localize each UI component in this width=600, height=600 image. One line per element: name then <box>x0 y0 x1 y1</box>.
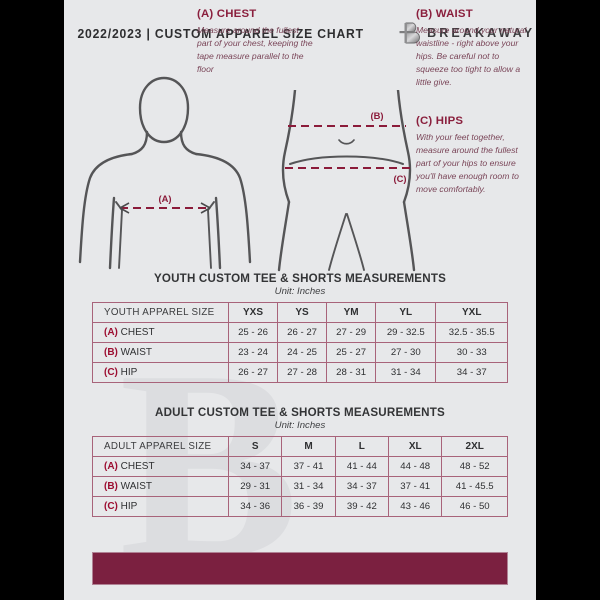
youth-size-ys: YS <box>277 302 328 323</box>
adult-waist-l: 34 - 37 <box>334 476 390 497</box>
waist-line-label: (B) <box>370 110 383 121</box>
youth-measurements-block: YOUTH CUSTOM TEE & SHORTS MEASUREMENTS U… <box>92 272 508 383</box>
youth-size-ym: YM <box>326 302 377 323</box>
table-row: (B) WAIST 23 - 24 24 - 25 25 - 27 27 - 3… <box>92 342 508 363</box>
youth-waist-yl: 27 - 30 <box>375 342 437 363</box>
youth-size-yxl: YXL <box>435 302 508 323</box>
youth-waist-yxl: 30 - 33 <box>435 342 508 363</box>
youth-table-title: YOUTH CUSTOM TEE & SHORTS MEASUREMENTS <box>153 272 447 285</box>
youth-table-unit: Unit: Inches <box>274 286 326 297</box>
callout-chest-title: (A) CHEST <box>197 8 257 20</box>
callout-hips-title: (C) HIPS <box>416 115 464 127</box>
table-row: (C) HIP 34 - 36 36 - 39 39 - 42 43 - 46 … <box>92 496 508 517</box>
callout-chest: (A) CHEST Measure around the fullest par… <box>197 8 315 76</box>
adult-chest-s: 34 - 37 <box>227 456 283 477</box>
page-header: 2022/2023 | CUSTOM APPAREL SIZE CHART BR… <box>64 20 536 46</box>
table-header-row: ADULT APPAREL SIZE S M L XL 2XL <box>92 436 508 457</box>
callout-hips: (C) HIPS With your feet together, measur… <box>416 115 528 195</box>
table-row: (B) WAIST 29 - 31 31 - 34 34 - 37 37 - 4… <box>92 476 508 497</box>
adult-hip-2xl: 46 - 50 <box>441 496 508 517</box>
adult-size-s: S <box>227 436 283 457</box>
youth-chest-yl: 29 - 32.5 <box>375 322 437 343</box>
youth-waist-ys: 24 - 25 <box>277 342 328 363</box>
callout-waist-title: (B) WAIST <box>416 8 473 20</box>
chest-measure-line <box>119 202 211 214</box>
upper-body-outline: (A) <box>78 76 252 270</box>
adult-size-label: ADULT APPAREL SIZE <box>92 436 229 457</box>
adult-chest-xl: 44 - 48 <box>388 456 443 477</box>
youth-chest-yxl: 32.5 - 35.5 <box>435 322 508 343</box>
adult-row-hip-label: (C) HIP <box>92 496 229 517</box>
chest-line-label: (A) <box>158 193 171 204</box>
lower-body-outline: (B) (C) <box>277 90 416 272</box>
adult-size-l: L <box>334 436 390 457</box>
youth-chest-yxs: 25 - 26 <box>227 322 279 343</box>
brand-logo: BREAKAWAY <box>398 20 535 46</box>
table-header-row: YOUTH APPAREL SIZE YXS YS YM YL YXL <box>92 302 508 323</box>
adult-hip-s: 34 - 36 <box>227 496 283 517</box>
youth-waist-ym: 25 - 27 <box>326 342 377 363</box>
youth-hip-yxl: 34 - 37 <box>435 362 508 383</box>
adult-hip-l: 39 - 42 <box>334 496 390 517</box>
hip-line-label: (C) <box>393 173 406 184</box>
adult-table-title: ADULT CUSTOM TEE & SHORTS MEASUREMENTS <box>155 406 445 419</box>
youth-row-chest-label: (A) CHEST <box>92 322 229 343</box>
youth-hip-ym: 28 - 31 <box>326 362 377 383</box>
adult-size-2xl: 2XL <box>441 436 508 457</box>
footer-banner <box>92 552 508 585</box>
youth-size-label: YOUTH APPAREL SIZE <box>92 302 229 323</box>
measurement-diagram: (A) (B) <box>64 50 536 272</box>
callout-waist-text: Measure around your natural waistline - … <box>416 25 527 87</box>
adult-row-chest-label: (A) CHEST <box>92 456 229 477</box>
adult-waist-s: 29 - 31 <box>227 476 283 497</box>
youth-size-yxs: YXS <box>227 302 279 323</box>
youth-chest-ym: 27 - 29 <box>326 322 377 343</box>
adult-chest-m: 37 - 41 <box>281 456 336 477</box>
youth-hip-yxs: 26 - 27 <box>227 362 279 383</box>
adult-measurements-table: ADULT APPAREL SIZE S M L XL 2XL (A) CHES… <box>92 436 508 517</box>
adult-hip-xl: 43 - 46 <box>388 496 443 517</box>
adult-waist-xl: 37 - 41 <box>388 476 443 497</box>
adult-size-xl: XL <box>388 436 443 457</box>
adult-waist-m: 31 - 34 <box>281 476 336 497</box>
youth-chest-ys: 26 - 27 <box>277 322 328 343</box>
youth-hip-ys: 27 - 28 <box>277 362 328 383</box>
youth-waist-yxs: 23 - 24 <box>227 342 279 363</box>
youth-row-waist-label: (B) WAIST <box>92 342 229 363</box>
table-row: (A) CHEST 25 - 26 26 - 27 27 - 29 29 - 3… <box>92 322 508 343</box>
table-row: (C) HIP 26 - 27 27 - 28 28 - 31 31 - 34 … <box>92 362 508 383</box>
adult-table-unit: Unit: Inches <box>274 420 326 431</box>
size-chart-page: B 2022/2023 | CUSTOM APPAREL SIZE CHART … <box>64 0 536 600</box>
brand-name: BREAKAWAY <box>427 26 536 40</box>
callout-hips-text: With your feet together, measure around … <box>416 132 519 194</box>
breakaway-b-monogram-icon <box>399 22 421 44</box>
youth-hip-yl: 31 - 34 <box>375 362 437 383</box>
youth-measurements-table: YOUTH APPAREL SIZE YXS YS YM YL YXL (A) … <box>92 302 508 383</box>
table-row: (A) CHEST 34 - 37 37 - 41 41 - 44 44 - 4… <box>92 456 508 477</box>
adult-chest-2xl: 48 - 52 <box>441 456 508 477</box>
youth-row-hip-label: (C) HIP <box>92 362 229 383</box>
youth-size-yl: YL <box>375 302 437 323</box>
adult-row-waist-label: (B) WAIST <box>92 476 229 497</box>
adult-size-m: M <box>281 436 336 457</box>
callout-chest-text: Measure around the fullest part of your … <box>197 25 313 74</box>
page-title: 2022/2023 | CUSTOM APPAREL SIZE CHART <box>77 25 364 41</box>
callout-waist: (B) WAIST Measure around your natural wa… <box>416 8 528 88</box>
adult-measurements-block: ADULT CUSTOM TEE & SHORTS MEASUREMENTS U… <box>92 406 508 517</box>
adult-chest-l: 41 - 44 <box>334 456 390 477</box>
adult-waist-2xl: 41 - 45.5 <box>441 476 508 497</box>
adult-hip-m: 36 - 39 <box>281 496 336 517</box>
